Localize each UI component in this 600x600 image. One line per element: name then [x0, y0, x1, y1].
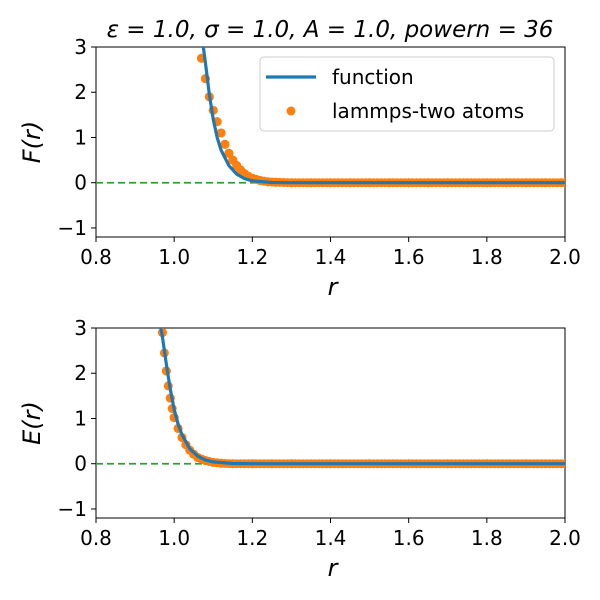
energy-x-tick-label: 1.0 [158, 526, 190, 550]
energy-x-tick-label: 1.8 [471, 526, 503, 550]
energy-y-tick-label: 2 [74, 361, 87, 385]
force-y-tick-label: 1 [74, 125, 87, 149]
force-x-tick-label: 1.8 [471, 245, 503, 269]
energy-x-axis-label: r [328, 554, 340, 582]
force-lammps-point [216, 128, 226, 138]
energy-x-tick-label: 1.6 [393, 526, 425, 550]
force-y-tick-label: −1 [58, 216, 87, 240]
force-x-tick-label: 2.0 [549, 245, 581, 269]
energy-panel: 0.8 1.0 1.2 1.4 1.6 1.8 2.0 −1 0 1 2 3 r E(r) [18, 316, 581, 582]
force-x-tick-label: 1.6 [393, 245, 425, 269]
energy-y-tick-label: −1 [58, 497, 87, 521]
energy-y-tick-label: 1 [74, 406, 87, 430]
energy-y-axis-label: E(r) [18, 401, 46, 445]
energy-x-tick-label: 2.0 [549, 526, 581, 550]
force-x-tick-label: 1.0 [158, 245, 190, 269]
legend: function lammps-two atoms [259, 56, 555, 132]
legend-box [259, 56, 555, 132]
force-function-line [201, 47, 565, 185]
figure-title: ε = 1.0, σ = 1.0, A = 1.0, powern = 36 [107, 17, 554, 43]
force-y-tick-label: 2 [74, 80, 87, 104]
legend-function-label: function [332, 65, 414, 89]
force-x-tick-label: 1.2 [236, 245, 268, 269]
force-lammps-point [224, 148, 234, 158]
force-panel: 0.8 1.0 1.2 1.4 1.6 1.8 2.0 −1 0 1 2 3 r F(r) function… [18, 35, 581, 301]
energy-y-tick-label: 3 [74, 316, 87, 340]
legend-lammps-swatch [286, 106, 296, 116]
energy-x-tick-label: 0.8 [80, 526, 112, 550]
force-y-tick-label: 3 [74, 35, 87, 59]
force-x-tick-label: 1.4 [315, 245, 347, 269]
force-lammps-point [220, 139, 230, 149]
energy-function-line [159, 328, 565, 466]
force-y-tick-label: 0 [74, 171, 87, 195]
legend-lammps-label: lammps-two atoms [332, 99, 524, 123]
force-x-tick-label: 0.8 [80, 245, 112, 269]
energy-x-tick-label: 1.4 [315, 526, 347, 550]
force-y-axis-label: F(r) [18, 121, 46, 163]
force-x-axis-label: r [328, 273, 340, 301]
energy-x-tick-label: 1.2 [236, 526, 268, 550]
energy-y-tick-label: 0 [74, 452, 87, 476]
